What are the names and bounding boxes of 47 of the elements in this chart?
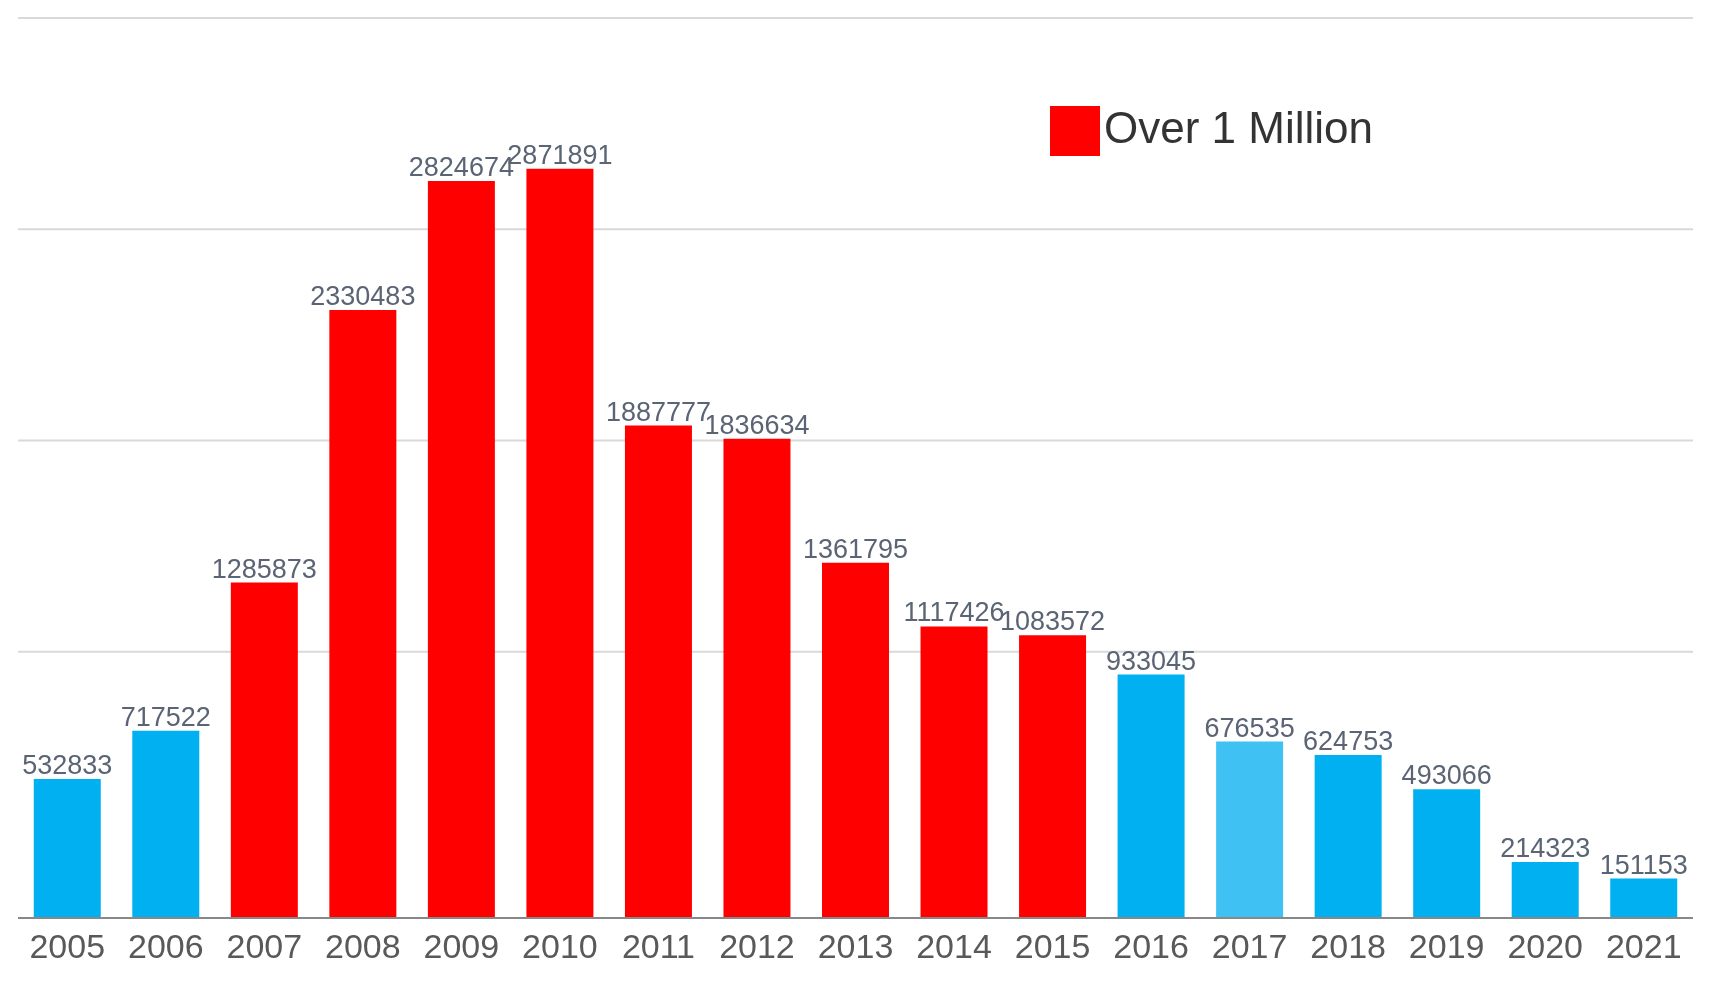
data-label: 1361795: [802, 533, 909, 564]
bar: [723, 438, 791, 918]
data-label: 717522: [120, 701, 211, 732]
bar: [1314, 755, 1382, 918]
bar: [920, 626, 988, 918]
x-tick-label: 2016: [1113, 927, 1189, 966]
x-tick-label: 2008: [325, 927, 401, 966]
data-label: 151153: [1599, 849, 1688, 880]
bar: [33, 778, 101, 918]
x-tick-label: 2014: [916, 927, 992, 966]
bar: [822, 562, 889, 918]
x-tick-label: 2009: [423, 927, 500, 966]
bar: [1117, 674, 1185, 918]
x-tick-label: 2019: [1408, 927, 1485, 966]
bar: [1216, 741, 1284, 918]
x-tick-label: 2017: [1211, 927, 1288, 966]
bar: [1511, 862, 1579, 918]
x-tick-label: 2005: [29, 927, 106, 966]
x-tick-label: 2013: [817, 927, 894, 966]
x-tick-label: 2010: [522, 927, 598, 966]
x-tick-label: 2020: [1507, 927, 1584, 966]
x-tick-label: 2006: [127, 927, 204, 966]
data-label: 532833: [22, 749, 113, 780]
data-label: 2330483: [310, 281, 416, 312]
data-label: 214323: [1500, 833, 1591, 864]
x-tick-label: 2007: [226, 927, 303, 966]
x-tick-label: 2018: [1310, 927, 1386, 966]
bar: [1610, 878, 1678, 918]
bar: [526, 168, 594, 918]
bar: [427, 181, 495, 918]
bar: [132, 730, 200, 918]
legend-label: Over 1 Million: [1104, 103, 1373, 152]
x-tick-label: 2015: [1014, 927, 1091, 966]
x-tick-label: 2012: [719, 927, 795, 966]
data-label: 1285873: [211, 553, 317, 584]
data-label: 624753: [1303, 726, 1394, 757]
data-label: 676535: [1204, 712, 1295, 743]
bar: [624, 425, 692, 918]
data-label: 933045: [1106, 645, 1197, 676]
data-label: 1117426: [903, 597, 1005, 628]
x-tick-label: 2021: [1605, 927, 1682, 966]
bar: [329, 310, 397, 918]
bar: [230, 582, 298, 918]
bar: [1413, 789, 1481, 918]
bar: [1019, 635, 1087, 918]
x-tick-label: 2011: [621, 927, 695, 966]
data-label: 493066: [1401, 760, 1492, 791]
